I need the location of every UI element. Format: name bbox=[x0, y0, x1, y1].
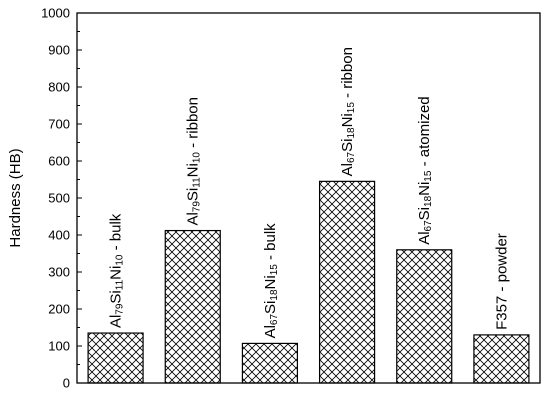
bar bbox=[396, 249, 453, 384]
y-tick-label: 400 bbox=[48, 228, 70, 243]
bar bbox=[87, 332, 144, 384]
bar-label: Al79Si11Ni10 - ribbon bbox=[185, 97, 203, 226]
bar-label: F357 - powder bbox=[493, 233, 510, 330]
y-tick-label: 600 bbox=[48, 154, 70, 169]
bars bbox=[87, 180, 530, 384]
bar-labels: Al79Si11Ni10 - bulk Al79Si11Ni10 - ribbon… bbox=[108, 47, 511, 338]
bar bbox=[241, 342, 299, 384]
bar-label: Al67Si18Ni15 - atomized bbox=[416, 96, 434, 244]
y-tick-label: 700 bbox=[48, 117, 70, 132]
y-tick-label: 100 bbox=[48, 339, 70, 354]
plot-frame bbox=[76, 12, 541, 384]
bar bbox=[164, 229, 221, 384]
y-tick-label: 200 bbox=[48, 302, 70, 317]
y-tick-label: 500 bbox=[48, 191, 70, 206]
y-tick-label: 900 bbox=[48, 43, 70, 58]
bar bbox=[473, 334, 530, 384]
y-tick-label: 800 bbox=[48, 80, 70, 95]
bar-label: Al79Si11Ni10 - bulk bbox=[108, 213, 126, 328]
y-axis-ticks: 0 100 200 300 400 500 600 700 800 900 1000 bbox=[41, 6, 82, 391]
bar bbox=[318, 180, 376, 384]
bar-label: Al67Si18Ni15 - ribbon bbox=[339, 47, 357, 176]
y-axis-title: Hardness (HB) bbox=[7, 148, 24, 247]
bar-label: Al67Si18Ni15 - bulk bbox=[262, 223, 280, 339]
y-tick-label: 1000 bbox=[41, 6, 70, 21]
y-tick-label: 300 bbox=[48, 265, 70, 280]
y-tick-label: 0 bbox=[63, 376, 70, 391]
